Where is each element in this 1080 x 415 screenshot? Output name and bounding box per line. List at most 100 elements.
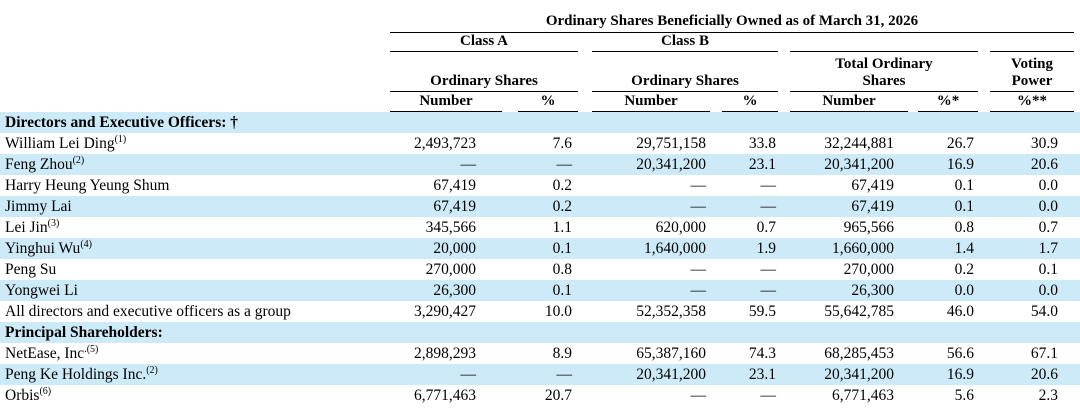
value-cell: 20.6 (990, 364, 1075, 385)
class-b-header: Class B (592, 32, 778, 52)
shareholder-name: Yinghui Wu(4) (0, 238, 390, 259)
value-cell: — (690, 387, 707, 404)
value-cell: 68,285,453 (824, 345, 894, 362)
row-end-spacer (1074, 133, 1080, 154)
column-spacer (710, 154, 722, 175)
value-cell: 0.0 (918, 280, 978, 301)
value-cell: 32,244,881 (824, 135, 894, 152)
value-cell: 67,419 (790, 196, 908, 217)
value-cell: 67.1 (1030, 345, 1059, 362)
shareholder-name: Orbis(6) (5, 385, 52, 404)
column-spacer (978, 385, 990, 406)
class-a-number-column-header: Number (390, 91, 502, 112)
column-spacer (778, 196, 790, 217)
row-end-spacer (1074, 301, 1080, 322)
table-row: Lei Jin(3) 345,566 1.1 620,000 0.7 965,566 0.8… (0, 217, 1080, 238)
value-cell: 0.1 (1038, 261, 1059, 278)
shareholder-name: All directors and executive officers as … (5, 303, 291, 320)
column-spacer (978, 217, 990, 238)
value-cell: 1.1 (552, 219, 572, 236)
table-header: Ordinary Shares Beneficially Owned as of… (0, 10, 1080, 112)
class-a-percent-column-header: % (518, 91, 578, 112)
footnote-marker: (2) (146, 364, 158, 376)
header-subgroup-row: Ordinary Shares Ordinary Shares Total Or… (0, 51, 1080, 92)
value-cell: 16.9 (918, 364, 978, 385)
column-spacer (908, 154, 918, 175)
footnote-marker: (2) (72, 154, 85, 166)
column-spacer (578, 238, 592, 259)
value-cell: 1,660,000 (790, 238, 908, 259)
header-spacer (710, 92, 722, 112)
table-row: NetEase, Inc.(5) 2,898,293 8.9 65,387,160 74… (0, 343, 1080, 364)
section-label: Directors and Executive Officers: † (0, 111, 390, 133)
value-cell: 20,000 (390, 238, 502, 259)
column-spacer (908, 238, 918, 259)
value-cell: 0.1 (954, 177, 974, 194)
header-spacer (778, 52, 790, 92)
value-cell: — (722, 280, 778, 301)
column-spacer (710, 196, 722, 217)
column-spacer (578, 154, 592, 175)
shareholder-name: Peng Su (5, 261, 57, 278)
value-cell: 20,341,200 (790, 364, 908, 385)
voting-power-header: Voting Power (990, 51, 1075, 92)
column-spacer (978, 259, 990, 280)
column-spacer (978, 133, 990, 154)
header-spacer (908, 92, 918, 112)
column-spacer (778, 259, 790, 280)
column-spacer (710, 364, 722, 385)
value-cell: 6,771,463 (414, 387, 476, 404)
value-cell: 29,751,158 (636, 135, 706, 152)
value-cell: 26,300 (790, 280, 908, 301)
table-row: William Lei Ding(1) 2,493,723 7.6 29,751,15… (0, 133, 1080, 154)
column-spacer (908, 280, 918, 301)
table-title: Ordinary Shares Beneficially Owned as of… (390, 10, 1075, 33)
value-cell: — (390, 364, 502, 385)
shareholder-name: Feng Zhou(2) (0, 154, 390, 175)
value-cell: 0.7 (756, 219, 776, 236)
value-cell: 7.6 (552, 135, 572, 152)
column-spacer (710, 238, 722, 259)
column-spacer (502, 280, 518, 301)
header-spacer (778, 92, 790, 112)
table-row: Feng Zhou(2) — —20,341,200 23.1 20,341,200 16… (0, 154, 1080, 175)
value-cell: 8.9 (552, 345, 572, 362)
column-spacer (908, 385, 918, 406)
value-cell: 5.6 (954, 387, 974, 404)
value-cell: — (518, 364, 578, 385)
value-cell: 2,493,723 (414, 135, 476, 152)
row-end-spacer (1074, 238, 1080, 259)
table-row: Yongwei Li 26,300 0.1— —26,300 0.0 0.0 (0, 280, 1080, 301)
header-spacer (578, 52, 592, 92)
value-cell: 0.0 (1038, 177, 1059, 194)
value-cell: 23.1 (722, 154, 778, 175)
row-end-spacer (1074, 259, 1080, 280)
total-percent-column-header: %* (918, 91, 978, 112)
row-end-spacer (1074, 385, 1080, 406)
value-cell: 55,642,785 (824, 303, 894, 320)
column-spacer (778, 175, 790, 196)
header-spacer (0, 33, 390, 52)
value-cell: 65,387,160 (636, 345, 706, 362)
header-title-row: Ordinary Shares Beneficially Owned as of… (0, 10, 1080, 33)
value-cell: — (690, 261, 707, 278)
column-spacer (908, 301, 918, 322)
column-spacer (908, 364, 918, 385)
total-group-topline (790, 32, 978, 52)
value-cell: 54.0 (1030, 303, 1059, 320)
header-spacer (0, 10, 390, 33)
footnote-marker: (1) (114, 133, 127, 145)
value-cell: 345,566 (425, 219, 476, 236)
table-row: Peng Ke Holdings Inc.(2) — —20,341,200 23.1… (0, 364, 1080, 385)
value-cell: 0.8 (552, 261, 572, 278)
footnote-marker: (6) (39, 385, 52, 397)
value-cell: 20.6 (990, 154, 1075, 175)
row-end-spacer (1074, 196, 1080, 217)
column-spacer (710, 259, 722, 280)
header-spacer (1074, 10, 1080, 33)
column-spacer (578, 385, 592, 406)
value-cell: 26,300 (390, 280, 502, 301)
column-spacer (578, 217, 592, 238)
value-cell: 0.2 (954, 261, 974, 278)
